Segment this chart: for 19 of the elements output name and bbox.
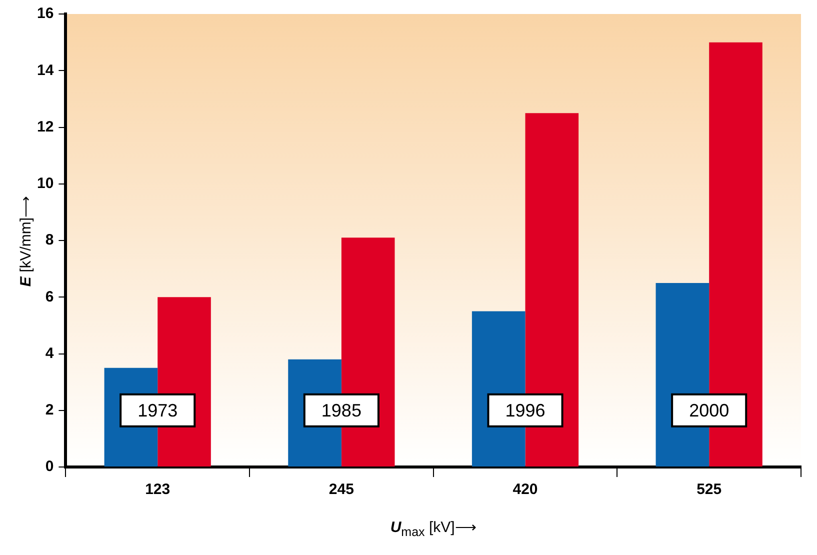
y-tick-label: 4: [45, 344, 54, 362]
y-tick-label: 2: [45, 402, 54, 419]
annotation: 1973: [138, 400, 178, 420]
y-tick-label: 8: [45, 232, 54, 249]
x-axis-title: U$_{max}$ [kV]⟶: [390, 518, 477, 539]
x-tick-label: 420: [512, 481, 538, 498]
annotation: 2000: [689, 400, 730, 420]
y-tick-label: 10: [36, 175, 54, 192]
y-axis-title: E [kV/mm]⟶: [16, 194, 34, 286]
y-tick-label: 6: [45, 288, 54, 306]
annotation: 1996: [505, 400, 546, 420]
x-tick-label: 525: [696, 481, 722, 498]
x-tick-label: 245: [328, 481, 354, 498]
y-tick-label: 16: [36, 5, 54, 22]
y-tick-label: 0: [45, 458, 54, 476]
y-tick-label: 12: [36, 118, 54, 136]
x-tick-label: 123: [145, 481, 170, 498]
y-tick-label: 14: [36, 62, 54, 79]
annotation: 1985: [321, 400, 362, 420]
